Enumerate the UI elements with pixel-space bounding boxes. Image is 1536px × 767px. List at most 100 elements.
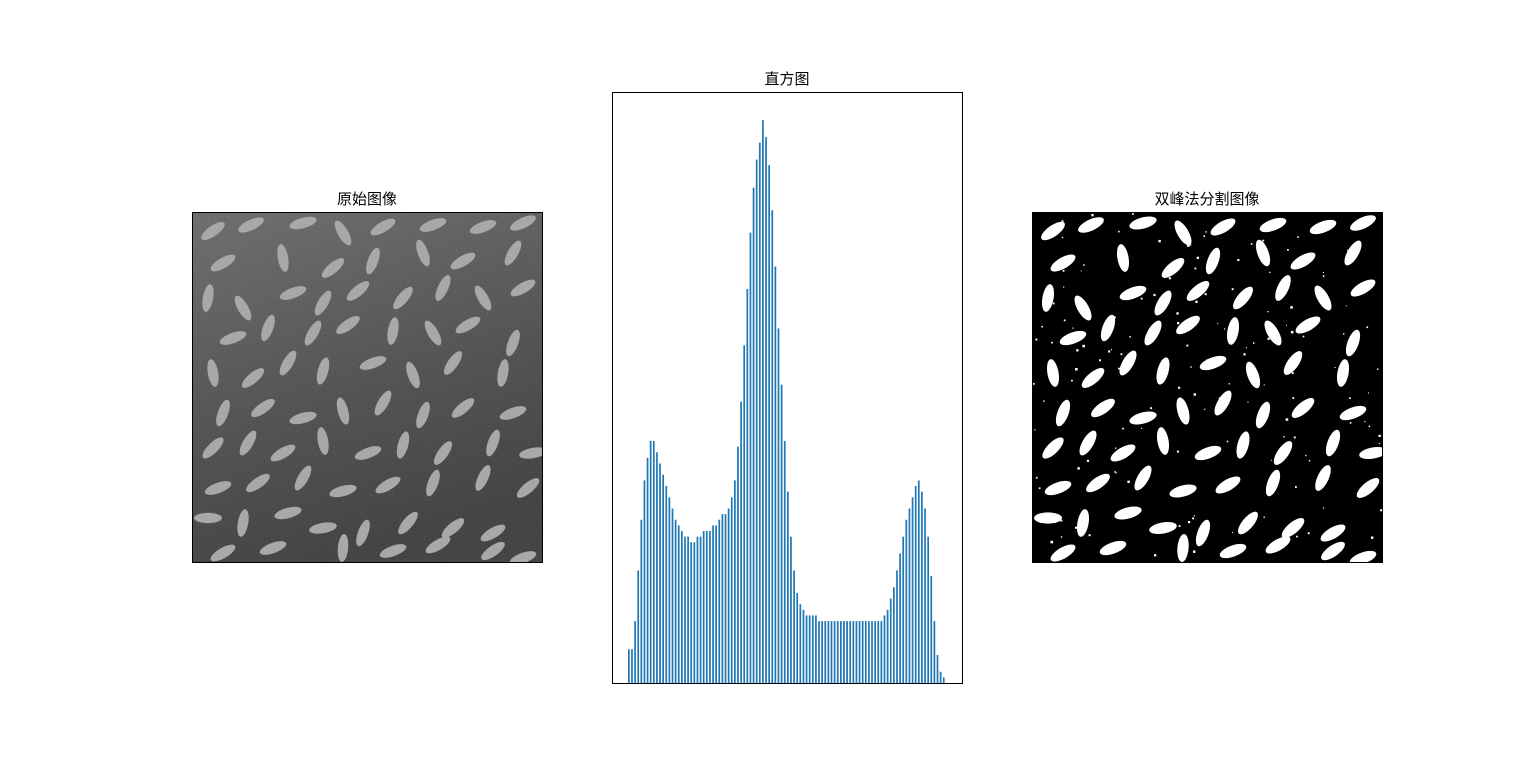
histogram-bar bbox=[746, 289, 748, 683]
histogram-bar bbox=[690, 542, 692, 683]
histogram-bar bbox=[775, 266, 777, 683]
noise-speck bbox=[1364, 421, 1365, 422]
histogram-bar bbox=[678, 525, 680, 683]
noise-speck bbox=[1082, 345, 1085, 348]
histogram-bar bbox=[715, 525, 717, 683]
noise-speck bbox=[1034, 429, 1035, 430]
rice-grain bbox=[194, 513, 222, 523]
noise-speck bbox=[1232, 288, 1234, 290]
segmented-image bbox=[1033, 212, 1388, 568]
noise-speck bbox=[1377, 369, 1378, 370]
noise-speck bbox=[1203, 235, 1205, 237]
noise-speck bbox=[1075, 368, 1078, 371]
noise-speck bbox=[1114, 471, 1116, 473]
noise-speck bbox=[1051, 541, 1054, 544]
histogram-bar bbox=[650, 441, 652, 683]
histogram-bar bbox=[784, 441, 786, 683]
histogram-bar bbox=[709, 531, 711, 683]
histogram-bar bbox=[759, 143, 761, 683]
histogram-bar bbox=[675, 520, 677, 683]
noise-speck bbox=[1229, 383, 1230, 384]
noise-speck bbox=[1041, 326, 1043, 328]
histogram-bar bbox=[824, 621, 826, 683]
noise-speck bbox=[1366, 326, 1368, 328]
noise-speck bbox=[1089, 534, 1091, 536]
noise-speck bbox=[1063, 270, 1065, 272]
noise-speck bbox=[1192, 517, 1194, 519]
noise-speck bbox=[1379, 435, 1381, 437]
noise-speck bbox=[1292, 372, 1294, 374]
noise-speck bbox=[1169, 277, 1171, 279]
noise-speck bbox=[1342, 377, 1343, 378]
histogram-bar bbox=[762, 120, 764, 683]
histogram-bar bbox=[693, 542, 695, 683]
noise-speck bbox=[1269, 272, 1270, 273]
histogram-bar bbox=[818, 621, 820, 683]
histogram-bar bbox=[765, 137, 767, 683]
histogram-bar bbox=[718, 520, 720, 683]
histogram-bar bbox=[877, 621, 879, 683]
noise-speck bbox=[1283, 436, 1284, 437]
histogram-bar bbox=[921, 492, 923, 683]
noise-speck bbox=[1227, 441, 1229, 443]
histogram-bar bbox=[628, 649, 630, 683]
noise-speck bbox=[1271, 460, 1272, 461]
histogram-bar bbox=[743, 345, 745, 683]
noise-speck bbox=[1036, 477, 1038, 479]
noise-speck bbox=[1141, 298, 1143, 300]
noise-speck bbox=[1158, 240, 1160, 242]
noise-speck bbox=[1292, 397, 1294, 399]
noise-speck bbox=[1115, 448, 1116, 449]
noise-speck bbox=[1051, 342, 1053, 344]
histogram-bar bbox=[697, 537, 699, 683]
noise-speck bbox=[1243, 353, 1245, 355]
noise-speck bbox=[1132, 213, 1134, 215]
noise-speck bbox=[1237, 259, 1239, 261]
histogram-bar bbox=[806, 615, 808, 683]
histogram-bar bbox=[899, 554, 901, 683]
histogram-bar bbox=[905, 520, 907, 683]
noise-speck bbox=[1232, 532, 1233, 533]
noise-speck bbox=[1205, 231, 1206, 232]
histogram-bar bbox=[703, 531, 705, 683]
noise-speck bbox=[1294, 437, 1296, 439]
noise-speck bbox=[1039, 487, 1041, 489]
noise-speck bbox=[1371, 537, 1373, 539]
histogram-bar bbox=[656, 452, 658, 683]
noise-speck bbox=[1122, 428, 1124, 430]
noise-speck bbox=[1323, 275, 1325, 277]
histogram-bar bbox=[856, 621, 858, 683]
noise-speck bbox=[1296, 536, 1298, 538]
noise-speck bbox=[1064, 336, 1065, 337]
noise-speck bbox=[1033, 383, 1035, 385]
histogram-bar bbox=[687, 537, 689, 683]
noise-speck bbox=[1291, 331, 1294, 334]
noise-speck bbox=[1303, 336, 1305, 338]
noise-speck bbox=[1153, 294, 1155, 296]
noise-speck bbox=[1335, 367, 1336, 368]
histogram-bar bbox=[890, 599, 892, 683]
histogram-bar bbox=[662, 475, 664, 683]
noise-speck bbox=[1035, 339, 1037, 341]
noise-speck bbox=[1347, 250, 1349, 252]
noise-speck bbox=[1323, 272, 1324, 273]
histogram-bar bbox=[790, 537, 792, 683]
noise-speck bbox=[1121, 353, 1123, 355]
histogram-bar bbox=[821, 621, 823, 683]
histogram-bar bbox=[828, 621, 830, 683]
noise-speck bbox=[1081, 270, 1082, 271]
noise-speck bbox=[1224, 328, 1225, 329]
histogram-bar bbox=[665, 486, 667, 683]
histogram-bar bbox=[753, 188, 755, 683]
histogram-bar bbox=[700, 537, 702, 683]
histogram-bar bbox=[669, 497, 671, 683]
noise-speck bbox=[1368, 393, 1369, 394]
noise-speck bbox=[1379, 443, 1380, 444]
noise-speck bbox=[1264, 517, 1265, 518]
noise-speck bbox=[1286, 418, 1289, 421]
noise-speck bbox=[1323, 507, 1324, 508]
noise-speck bbox=[1246, 347, 1247, 348]
histogram-bar bbox=[881, 621, 883, 683]
noise-speck bbox=[1194, 393, 1196, 395]
